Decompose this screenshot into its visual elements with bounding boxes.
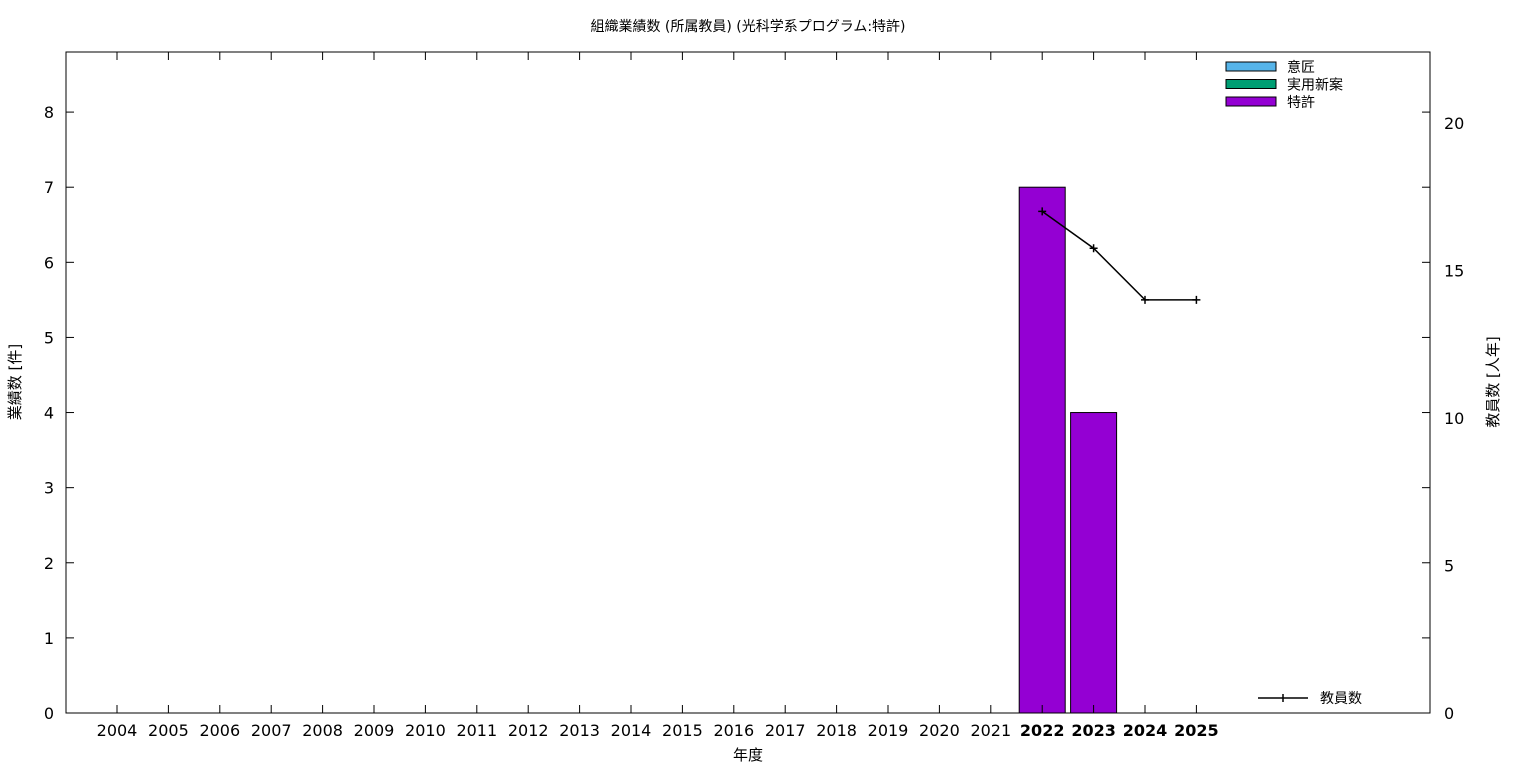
teacher-count-line xyxy=(1041,210,1197,301)
teacher-count-point-2023 xyxy=(1089,244,1098,253)
y2-tick-label-20: 20 xyxy=(1444,114,1464,133)
x-tick-label-2016: 2016 xyxy=(713,721,754,740)
plot-area xyxy=(1018,186,1201,714)
y-tick-label-7: 7 xyxy=(44,178,54,197)
teacher-count-point-2025 xyxy=(1192,295,1201,304)
y-tick-label-6: 6 xyxy=(44,253,54,272)
legend-swatch-1 xyxy=(1225,79,1277,89)
y-tick-label-0: 0 xyxy=(44,704,54,723)
legend-label-2: 特許 xyxy=(1287,95,1315,111)
y-tick-label-3: 3 xyxy=(44,479,54,498)
y2-tick-label-15: 15 xyxy=(1444,261,1464,280)
axes: 0 1 2 3 4 5 6 7 8 0 5 10 15 20 2004 2005 2006 2007 2008 200… xyxy=(44,52,1464,740)
y2-tick-label-10: 10 xyxy=(1444,409,1464,428)
y-tick-label-1: 1 xyxy=(44,629,54,648)
teacher-count-point-2022 xyxy=(1038,207,1047,216)
y-tick-label-5: 5 xyxy=(44,328,54,347)
x-tick-label-2004: 2004 xyxy=(97,721,138,740)
x-tick-label-2025: 2025 xyxy=(1174,721,1219,740)
x-tick-label-2014: 2014 xyxy=(611,721,652,740)
x-tick-label-2013: 2013 xyxy=(559,721,600,740)
x-tick-label-2022: 2022 xyxy=(1020,721,1065,740)
x-tick-label-2019: 2019 xyxy=(868,721,909,740)
x-tick-label-2012: 2012 xyxy=(508,721,549,740)
plot-border xyxy=(65,51,1431,714)
x-tick-label-2010: 2010 xyxy=(405,721,446,740)
legend-swatch-0 xyxy=(1225,61,1277,72)
y-tick-label-4: 4 xyxy=(44,404,54,423)
legend-label-0: 意匠 xyxy=(1287,59,1315,76)
y2-tick-label-5: 5 xyxy=(1444,556,1454,575)
x-tick-label-2017: 2017 xyxy=(765,721,806,740)
y-axis-label: 業績数 [件] xyxy=(6,344,24,420)
legend-label-line: 教員数 xyxy=(1320,691,1362,707)
y-tick-label-8: 8 xyxy=(44,103,54,122)
x-tick-label-2009: 2009 xyxy=(354,721,395,740)
y2-tick-label-0: 0 xyxy=(1444,704,1454,723)
legend-label-1: 実用新案 xyxy=(1287,77,1343,94)
x-tick-label-2020: 2020 xyxy=(919,721,960,740)
x-tick-label-2011: 2011 xyxy=(456,721,497,740)
x-tick-label-2007: 2007 xyxy=(251,721,292,740)
x-tick-label-2021: 2021 xyxy=(970,721,1011,740)
y-tick-label-2: 2 xyxy=(44,554,54,573)
x-tick-label-2023: 2023 xyxy=(1071,721,1116,740)
legend-swatch-2 xyxy=(1225,96,1277,107)
x-tick-label-2018: 2018 xyxy=(816,721,857,740)
x-tick-label-2005: 2005 xyxy=(148,721,189,740)
chart-title: 組織業績数 (所属教員) (光科学系プログラム:特許) xyxy=(590,19,905,35)
bar-2-2023 xyxy=(1070,412,1118,714)
x-tick-label-2006: 2006 xyxy=(199,721,240,740)
teacher-count-point-2024 xyxy=(1141,295,1149,304)
bar-2-2022 xyxy=(1018,186,1066,714)
y2-axis-label: 教員数 [人年] xyxy=(1484,336,1502,427)
x-tick-label-2008: 2008 xyxy=(302,721,343,740)
x-axis-label: 年度 xyxy=(733,746,763,764)
x-tick-label-2015: 2015 xyxy=(662,721,703,740)
x-tick-label-2024: 2024 xyxy=(1123,721,1168,740)
